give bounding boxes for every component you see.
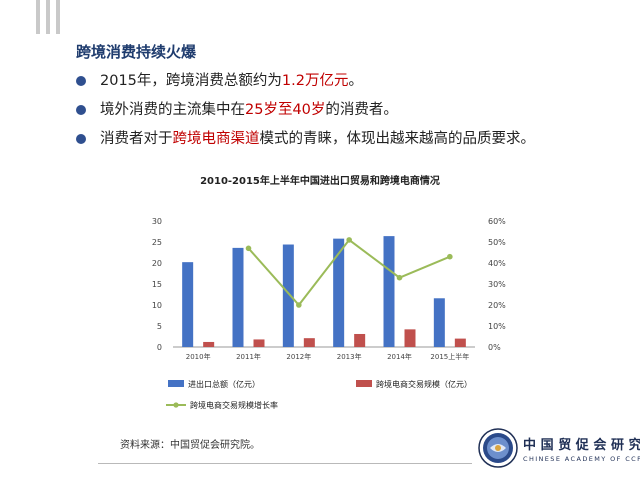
bullet-highlight: 25岁至40岁 [245, 102, 326, 118]
y-left-tick-label: 0 [157, 343, 162, 352]
bullet-text: 。 [348, 73, 363, 89]
growth-point [396, 274, 403, 281]
bullet-list: 2015年，跨境消费总额约为1.2万亿元。 境外消费的主流集中在25岁至40岁的消… [76, 70, 535, 157]
legend-label-growth: 跨境电商交易规模增长率 [190, 400, 278, 410]
y-right-tick-label: 40% [488, 259, 506, 268]
x-tick-label: 2011年 [236, 352, 261, 361]
bar-ecommerce [404, 329, 416, 347]
bar-trade [232, 247, 244, 347]
bar-ecommerce [454, 338, 466, 347]
x-tick-label: 2014年 [387, 352, 412, 361]
legend-label-ecommerce: 跨境电商交易规模（亿元） [376, 379, 472, 389]
y-left-tick-label: 25 [152, 238, 162, 247]
bar-trade [383, 236, 395, 347]
bullet-dot-icon [76, 134, 86, 144]
growth-point [296, 302, 302, 308]
bullet-item: 消费者对于跨境电商渠道模式的青睐，体现出越来越高的品质要求。 [76, 128, 535, 157]
y-left-tick-label: 20 [152, 259, 162, 268]
x-tick-label: 2013年 [337, 352, 362, 361]
y-left-tick-label: 5 [157, 322, 162, 331]
corner-decoration [36, 0, 62, 34]
bullet-text: 模式的青睐，体现出越来越高的品质要求。 [259, 131, 536, 147]
y-right-tick-label: 50% [488, 238, 506, 247]
bullet-text: 消费者对于 [100, 131, 173, 147]
growth-line [247, 238, 451, 307]
source-note: 资料来源：中国贸促会研究院。 [120, 440, 260, 451]
y-right-tick-label: 20% [488, 301, 506, 310]
bullet-highlight: 跨境电商渠道 [172, 131, 260, 147]
y-right-tick-label: 30% [488, 280, 506, 289]
growth-point [447, 253, 453, 260]
bullet-dot-icon [76, 105, 86, 115]
legend-swatch-growth-marker [173, 402, 179, 408]
y-left-tick-label: 10 [152, 301, 162, 310]
bullet-text: 境外消费的主流集中在 [100, 102, 245, 118]
x-tick-label: 2010年 [186, 352, 211, 361]
bar-ecommerce [354, 333, 366, 347]
bar-ecommerce [203, 341, 215, 347]
bullet-highlight: 1.2万亿元 [281, 73, 349, 89]
y-right-tick-label: 0% [488, 343, 501, 352]
footer-divider [98, 463, 472, 464]
bullet-item: 境外消费的主流集中在25岁至40岁的消费者。 [76, 99, 535, 128]
y-left-tick-label: 15 [152, 280, 162, 289]
x-tick-label: 2015上半年 [430, 352, 469, 361]
growth-point [245, 245, 252, 252]
bullet-text: 的消费者。 [325, 102, 398, 118]
bar-trade [333, 238, 345, 347]
y-right-tick-label: 60% [488, 217, 506, 226]
bullet-text: 2015年，跨境消费总额约为 [100, 73, 282, 89]
legend-swatch-trade [168, 380, 184, 387]
bar-ecommerce [303, 338, 315, 347]
bar-ecommerce [253, 339, 265, 347]
legend-label-trade: 进出口总额（亿元） [188, 379, 260, 389]
y-left-tick-label: 30 [152, 217, 162, 226]
ccpit-seal-logo [478, 428, 518, 468]
logo-name-cn: 中国贸促会研究院 [523, 438, 640, 453]
bullet-item: 2015年，跨境消费总额约为1.2万亿元。 [76, 70, 535, 99]
logo-name-en: CHINESE ACADEMY OF CCPIT [523, 455, 640, 463]
bar-trade [282, 244, 294, 347]
chart-title: 2010-2015年上半年中国进出口贸易和跨境电商情况 [200, 174, 440, 187]
x-tick-label: 2012年 [286, 352, 311, 361]
bar-trade [182, 262, 194, 347]
legend-swatch-ecommerce [356, 380, 372, 387]
y-right-tick-label: 10% [488, 322, 506, 331]
bar-trade [433, 298, 445, 347]
slide-title: 跨境消费持续火爆 [76, 43, 197, 61]
growth-point [346, 237, 352, 243]
bullet-dot-icon [76, 76, 86, 86]
